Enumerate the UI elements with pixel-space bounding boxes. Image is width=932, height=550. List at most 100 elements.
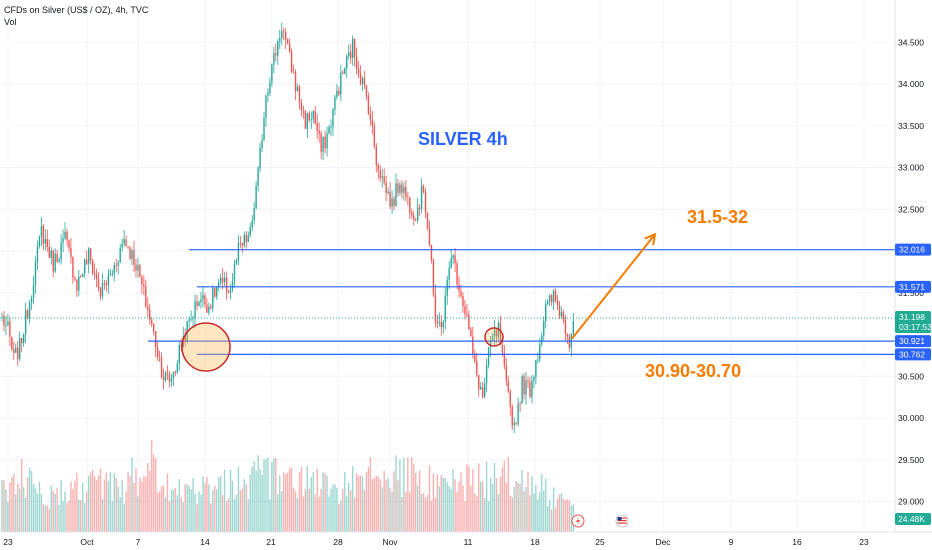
- candle-body: [539, 343, 541, 360]
- candle-body: [434, 294, 437, 322]
- price-tick-label: 30.500: [898, 371, 924, 381]
- candle-body: [474, 354, 476, 362]
- volume-bar: [50, 485, 52, 532]
- candle-body: [36, 245, 39, 263]
- lightning-icon[interactable]: [571, 514, 585, 528]
- volume-bar: [101, 499, 104, 532]
- volume-bar: [218, 477, 220, 532]
- volume-bar: [48, 509, 50, 532]
- candle-body: [503, 352, 506, 366]
- volume-bar: [497, 493, 500, 532]
- candle-body: [119, 247, 121, 263]
- volume-bar: [375, 475, 377, 532]
- candle-body: [21, 337, 23, 344]
- candle-body: [176, 363, 179, 373]
- candle-body: [452, 255, 454, 259]
- candle-body: [89, 248, 92, 261]
- volume-bar: [44, 505, 47, 532]
- volume-bar: [147, 463, 149, 532]
- candle-body: [127, 246, 129, 248]
- level-tag-label: 30.762: [899, 349, 925, 359]
- volume-bar: [541, 474, 543, 532]
- volume-bar: [411, 457, 413, 532]
- chart-annotation-title: SILVER 4h: [418, 129, 508, 149]
- volume-bar: [336, 487, 338, 532]
- candle-body: [324, 136, 326, 149]
- volume-bar: [332, 484, 334, 532]
- plot-area[interactable]: [0, 0, 895, 532]
- volume-bar: [422, 493, 425, 532]
- candle-body: [438, 322, 441, 324]
- volume-bar: [298, 472, 301, 532]
- candle-body: [487, 347, 490, 365]
- candle-body: [30, 297, 33, 304]
- candle-body: [156, 347, 159, 357]
- volume-bar: [243, 479, 246, 532]
- candle-body: [121, 243, 123, 248]
- volume-bar: [505, 482, 508, 532]
- volume-bar: [78, 499, 80, 532]
- volume-bar: [227, 498, 230, 532]
- candle-body: [5, 325, 7, 327]
- candle-body: [133, 250, 135, 265]
- candle-body: [103, 283, 106, 284]
- volume-bar: [349, 490, 352, 532]
- volume-bar: [251, 466, 253, 532]
- price-axis[interactable]: [895, 0, 932, 532]
- volume-bar: [499, 477, 502, 532]
- volume-bar: [568, 500, 571, 532]
- candle-body: [545, 304, 547, 322]
- candle-body: [281, 31, 283, 38]
- time-axis[interactable]: [0, 532, 932, 550]
- us-flag-icon[interactable]: [615, 514, 629, 528]
- volume-bar: [458, 481, 460, 532]
- volume-bar: [216, 489, 218, 532]
- volume-bar: [127, 472, 129, 532]
- candle-body: [237, 242, 240, 261]
- volume-bar: [480, 481, 482, 532]
- candle-body: [11, 336, 13, 350]
- candle-body: [566, 333, 569, 337]
- candle-body: [458, 284, 460, 292]
- candle-body: [227, 291, 230, 293]
- candle-body: [424, 191, 427, 213]
- candle-body: [554, 291, 557, 301]
- volume-bar: [525, 487, 527, 532]
- volume-bar: [302, 496, 305, 532]
- candle-body: [507, 380, 509, 392]
- volume-bar: [263, 459, 265, 532]
- volume-bar: [162, 486, 165, 532]
- volume-bar: [403, 457, 405, 532]
- volume-bar: [371, 479, 374, 532]
- volume-bar: [552, 487, 555, 532]
- candle-body: [125, 239, 127, 247]
- volume-bar: [111, 500, 114, 532]
- volume-bar: [125, 491, 127, 532]
- candle-body: [336, 90, 338, 97]
- volume-bar: [72, 488, 74, 532]
- volume-bar: [131, 457, 133, 532]
- candle-body: [263, 117, 265, 140]
- volume-bar: [460, 472, 462, 532]
- candle-body: [149, 309, 151, 320]
- volume-bar: [452, 468, 454, 532]
- volume-bar: [466, 463, 468, 532]
- volume-bar: [87, 475, 90, 532]
- level-tag: [895, 348, 931, 361]
- candle-body: [369, 113, 372, 121]
- volume-bar: [446, 482, 448, 532]
- volume-bar: [235, 494, 238, 532]
- candle-body: [413, 215, 415, 220]
- last-price-tag: [895, 310, 931, 333]
- volume-bar: [271, 461, 273, 532]
- volume-bar: [21, 458, 23, 532]
- volume-bar: [221, 495, 224, 532]
- candle-body: [401, 184, 403, 193]
- volume-bar: [129, 476, 131, 532]
- level-tag: [895, 335, 931, 348]
- volume-bar: [214, 485, 216, 532]
- candle-body: [393, 198, 395, 206]
- volume-bar: [527, 471, 529, 532]
- volume-bar: [450, 489, 452, 532]
